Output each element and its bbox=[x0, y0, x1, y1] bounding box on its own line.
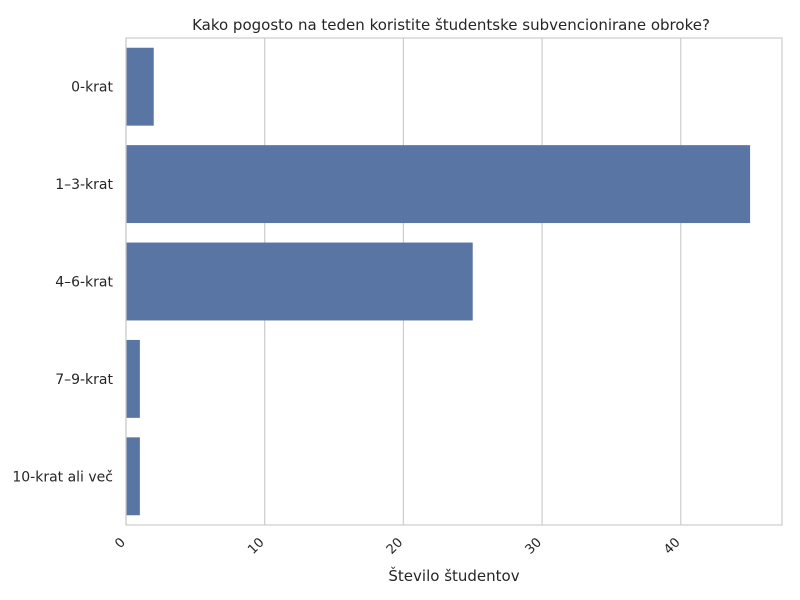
category-label: 7–9-krat bbox=[55, 372, 113, 388]
x-tick-label: 30 bbox=[523, 535, 545, 557]
x-tick-label: 0 bbox=[112, 535, 128, 551]
bar bbox=[126, 145, 751, 224]
chart-title: Kako pogosto na teden koristite študents… bbox=[192, 16, 710, 34]
bar bbox=[126, 339, 140, 418]
bar bbox=[126, 437, 140, 516]
plot-frame bbox=[125, 37, 783, 526]
x-tick-labels: 0 10 20 30 40 bbox=[112, 535, 683, 557]
x-tick-label: 10 bbox=[245, 535, 267, 557]
bar bbox=[126, 242, 473, 321]
bar bbox=[126, 47, 154, 126]
x-axis-label: Število študentov bbox=[388, 566, 519, 585]
bars bbox=[126, 47, 751, 516]
category-label: 0-krat bbox=[71, 80, 113, 96]
category-label: 4–6-krat bbox=[55, 275, 113, 291]
category-label: 10-krat ali več bbox=[12, 469, 113, 485]
category-label: 1–3-krat bbox=[55, 177, 113, 193]
category-labels: 0-krat 1–3-krat 4–6-krat 7–9-krat 10-krat al… bbox=[12, 80, 113, 486]
x-tick-label: 20 bbox=[384, 535, 406, 557]
x-tick-label: 40 bbox=[661, 535, 683, 557]
